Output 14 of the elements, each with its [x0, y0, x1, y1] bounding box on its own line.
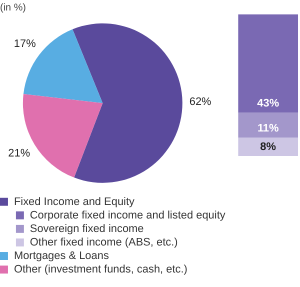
data-label: 11% — [257, 122, 280, 135]
legend-label: Sovereign fixed income — [30, 222, 144, 235]
data-label: 21% — [8, 148, 30, 160]
chart-title: (in %) — [0, 2, 26, 14]
legend-label: Fixed Income and Equity — [14, 196, 136, 208]
legend-label: Other fixed income (ABS, etc.) — [30, 236, 178, 248]
legend-label: Other (investment funds, cash, etc.) — [14, 264, 188, 276]
data-label: 8% — [260, 140, 276, 153]
data-label: 43% — [257, 98, 280, 110]
data-label: 17% — [14, 38, 36, 50]
legend-label: Mortgages & Loans — [14, 250, 110, 262]
data-label: 62% — [189, 96, 212, 108]
legend-label: Corporate fixed income and listed equity — [30, 209, 226, 222]
pie-slice — [72, 23, 182, 183]
